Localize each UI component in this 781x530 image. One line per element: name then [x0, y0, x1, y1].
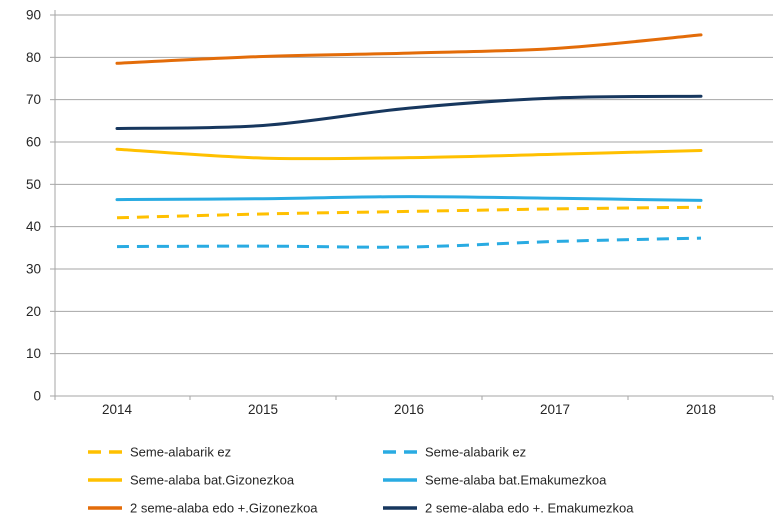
legend-label: Seme-alabarik ez — [130, 445, 231, 460]
series-line-0 — [116, 205, 702, 220]
x-axis-label: 2016 — [394, 402, 424, 417]
legend-label: Seme-alabarik ez — [425, 445, 526, 460]
x-axis-label: 2015 — [248, 402, 278, 417]
legend-item: Seme-alaba bat.Emakumezkoa — [383, 473, 607, 488]
series-line-4 — [115, 195, 703, 202]
y-axis-label: 40 — [26, 219, 41, 234]
y-axis-label: 90 — [26, 8, 41, 23]
y-axis-label: 80 — [26, 50, 41, 65]
legend-item: 2 seme-alaba edo +.Gizonezkoa — [88, 501, 318, 516]
legend-label: 2 seme-alaba edo +.Gizonezkoa — [130, 501, 318, 516]
series-line-1 — [115, 147, 703, 161]
series-line-3 — [116, 236, 702, 249]
legend-item: Seme-alabarik ez — [383, 445, 526, 460]
legend-label: Seme-alaba bat.Gizonezkoa — [130, 473, 295, 488]
x-axis-label: 2018 — [686, 402, 716, 417]
legend-label: 2 seme-alaba edo +. Emakumezkoa — [425, 501, 634, 516]
y-axis-label: 10 — [26, 346, 41, 361]
y-axis-label: 0 — [33, 389, 41, 404]
y-axis-label: 50 — [26, 177, 41, 192]
legend-item: 2 seme-alaba edo +. Emakumezkoa — [383, 501, 634, 516]
legend-item: Seme-alaba bat.Gizonezkoa — [88, 473, 295, 488]
y-axis-label: 30 — [26, 262, 41, 277]
legend-item: Seme-alabarik ez — [88, 445, 231, 460]
legend-label: Seme-alaba bat.Emakumezkoa — [425, 473, 607, 488]
x-axis-label: 2017 — [540, 402, 570, 417]
y-axis-label: 20 — [26, 304, 41, 319]
x-axis-label: 2014 — [102, 402, 133, 417]
y-axis-label: 70 — [26, 92, 41, 107]
series-line-5 — [115, 94, 703, 130]
y-axis-label: 60 — [26, 135, 41, 150]
series-line-2 — [115, 33, 703, 65]
